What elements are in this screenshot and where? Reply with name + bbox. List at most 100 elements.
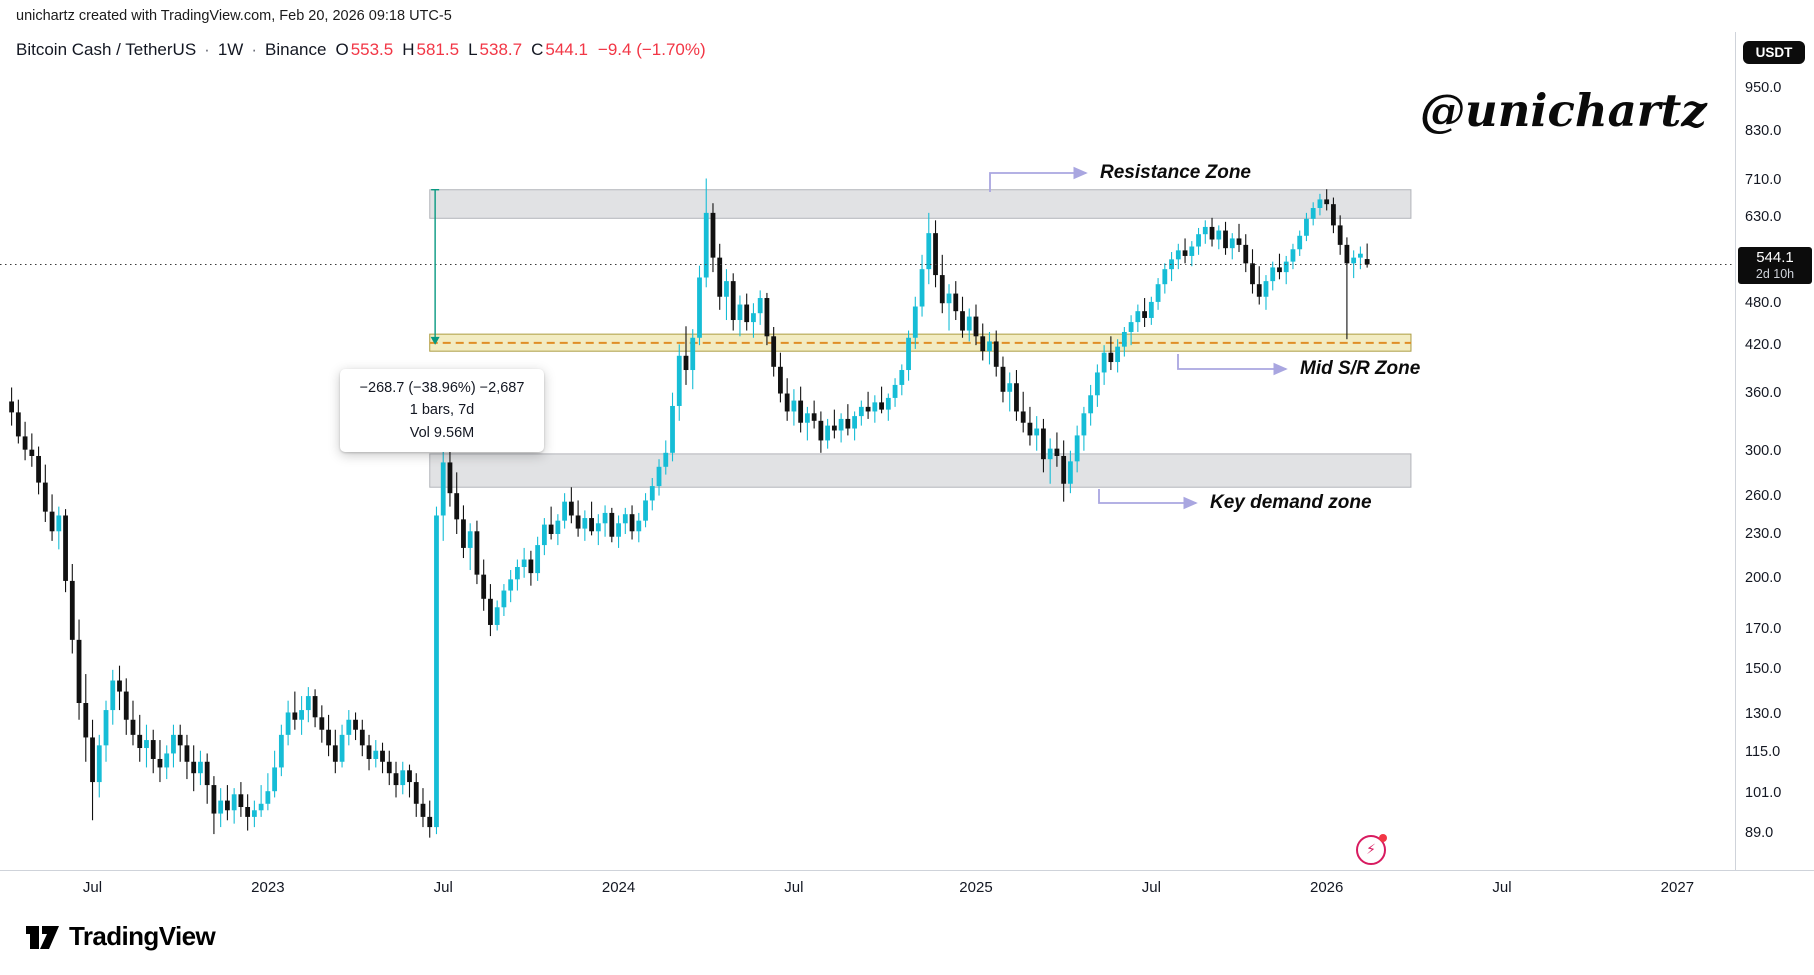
- price-tick: 170.0: [1745, 621, 1782, 638]
- candle: [636, 512, 642, 543]
- candle: [123, 678, 129, 735]
- candle: [1310, 202, 1316, 226]
- candle: [488, 584, 493, 637]
- candle: [858, 400, 864, 426]
- last-price-badge: 544.1 2d 10h: [1738, 247, 1812, 285]
- symbol-legend[interactable]: Bitcoin Cash / TetherUS · 1W · Binance O…: [16, 40, 706, 60]
- candle: [1162, 263, 1168, 294]
- time-tick: Jul: [1141, 879, 1161, 896]
- zone-annotation-label[interactable]: Mid S/R Zone: [1300, 358, 1421, 379]
- candle: [1074, 425, 1080, 473]
- price-axis[interactable]: USDT 544.1 2d 10h 950.0 830.0 710.0 630.0 48…: [1735, 32, 1814, 870]
- candle: [42, 464, 48, 522]
- candle: [501, 584, 507, 617]
- candle: [852, 411, 857, 441]
- candle: [515, 559, 520, 591]
- candle: [784, 378, 790, 421]
- candle: [346, 710, 352, 746]
- candle: [933, 220, 938, 288]
- candle: [656, 459, 662, 496]
- low-value: 538.7: [479, 40, 523, 59]
- tradingview-logo[interactable]: TradingView: [24, 921, 216, 952]
- annotation-arrow[interactable]: [989, 166, 1088, 192]
- candle: [164, 745, 170, 780]
- interval-label[interactable]: 1W: [217, 40, 244, 59]
- candle: [575, 500, 581, 537]
- candle: [602, 505, 608, 537]
- candle: [1034, 416, 1040, 451]
- zone-mid-sr[interactable]: [429, 333, 1412, 352]
- candle: [204, 753, 210, 804]
- candle: [454, 472, 460, 534]
- price-tick: 89.0: [1745, 825, 1774, 842]
- candle: [825, 418, 831, 449]
- candle: [771, 326, 777, 377]
- zone-resistance[interactable]: [429, 189, 1412, 219]
- candle: [1351, 250, 1357, 279]
- candle: [1047, 438, 1053, 484]
- candle: [110, 669, 116, 725]
- creation-caption: unichartz created with TradingView.com, …: [16, 8, 452, 24]
- candle: [1236, 223, 1242, 253]
- time-tick: 2026: [1309, 879, 1344, 896]
- price-tick: 950.0: [1745, 80, 1782, 97]
- candle: [899, 364, 905, 396]
- candle: [76, 619, 82, 720]
- candle: [663, 440, 669, 475]
- candle: [49, 494, 55, 541]
- candle: [892, 378, 898, 407]
- candle: [1331, 197, 1336, 234]
- candle: [494, 600, 500, 631]
- candle: [9, 387, 14, 426]
- candle: [1175, 243, 1181, 270]
- candle: [582, 510, 588, 541]
- zone-annotation-label[interactable]: Resistance Zone: [1100, 162, 1251, 183]
- candle: [993, 330, 999, 377]
- close-value: 544.1: [545, 40, 588, 59]
- zone-annotation-label[interactable]: Key demand zone: [1210, 492, 1372, 513]
- candle: [953, 281, 959, 321]
- candle: [278, 724, 284, 777]
- candle: [629, 505, 635, 540]
- top-meta-bar: unichartz created with TradingView.com, …: [0, 0, 1814, 32]
- candle: [811, 400, 817, 429]
- candle: [1027, 406, 1033, 446]
- candle: [238, 782, 244, 817]
- candle: [1169, 252, 1174, 282]
- measure-tool[interactable]: [430, 188, 440, 345]
- candle: [912, 296, 918, 349]
- time-tick: Jul: [1492, 879, 1512, 896]
- candle: [420, 788, 426, 828]
- high-label: H: [402, 40, 415, 59]
- candle: [1277, 253, 1282, 280]
- chart-canvas[interactable]: [0, 32, 1735, 870]
- candle: [528, 550, 534, 586]
- price-tick: 230.0: [1745, 526, 1782, 543]
- candle: [373, 740, 379, 768]
- candle: [778, 352, 783, 403]
- currency-badge[interactable]: USDT: [1743, 41, 1805, 64]
- chart-pane[interactable]: Bitcoin Cash / TetherUS · 1W · Binance O…: [0, 32, 1735, 870]
- candle: [724, 269, 729, 321]
- candle: [541, 518, 547, 556]
- candle: [1290, 243, 1296, 270]
- candle: [1223, 221, 1228, 255]
- annotation-arrow[interactable]: [1177, 354, 1288, 376]
- candle: [1202, 220, 1208, 244]
- candle: [1196, 227, 1201, 255]
- candle: [744, 293, 750, 331]
- candle: [568, 487, 574, 524]
- open-readout: O 553.5: [335, 40, 393, 60]
- lightning-sticker[interactable]: ⚡: [1356, 834, 1387, 865]
- zone-key-demand[interactable]: [429, 453, 1412, 488]
- candle: [1297, 230, 1303, 256]
- symbol-name[interactable]: Bitcoin Cash / TetherUS: [16, 40, 197, 59]
- time-tick: Jul: [784, 879, 804, 896]
- candle: [926, 212, 932, 285]
- candle: [1128, 315, 1134, 346]
- candle: [1283, 255, 1289, 285]
- annotation-arrow[interactable]: [1098, 489, 1198, 510]
- time-tick: Jul: [82, 879, 103, 896]
- time-axis[interactable]: Jul 2023 Jul 2024 Jul 2025 Jul 2026 Jul 2027: [0, 870, 1814, 906]
- candle: [872, 395, 878, 423]
